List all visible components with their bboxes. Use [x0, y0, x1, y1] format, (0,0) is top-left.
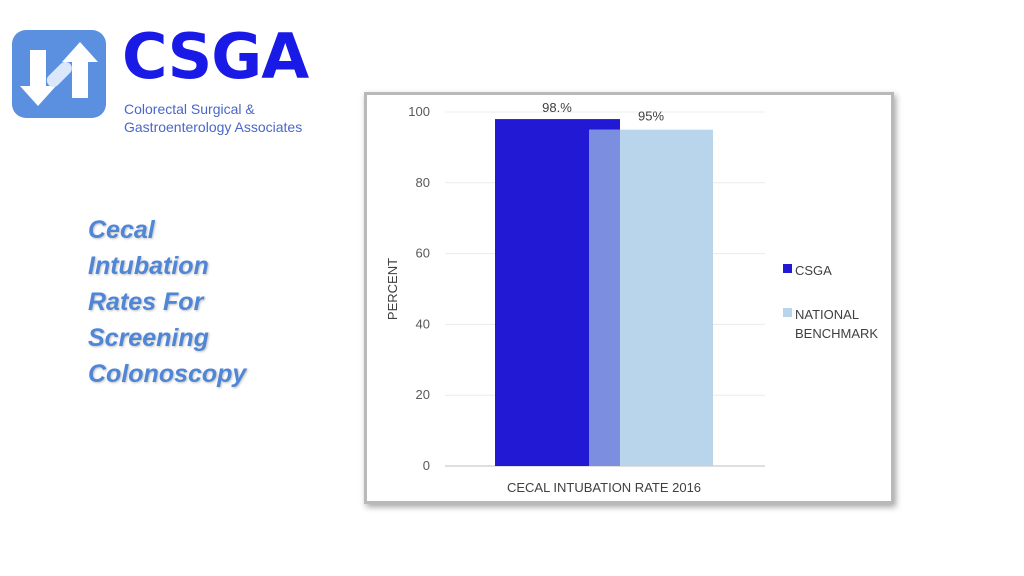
slide-title: Cecal Intubation Rates For Screening Col…: [88, 212, 328, 392]
slide-title-line-4: Screening: [88, 324, 209, 352]
y-axis-label: PERCENT: [385, 258, 400, 320]
y-tick-label: 80: [416, 175, 430, 190]
y-tick-label: 0: [423, 458, 430, 473]
x-axis-label: CECAL INTUBATION RATE 2016: [507, 480, 701, 495]
logo-wordmark: CSGA: [122, 20, 309, 93]
slide-title-line-2: Intubation: [88, 252, 209, 280]
legend-label-national-benchmark: NATIONAL BENCHMARK: [795, 307, 879, 341]
labels: 0 20 40 60 80 100 98.% 95% CECAL INTUBATION RATE…: [385, 100, 701, 495]
legend-label-csga: CSGA: [795, 263, 832, 278]
logo-arrow-down: [20, 50, 56, 106]
y-tick-label: 60: [416, 246, 430, 261]
legend-swatch-csga: [783, 264, 792, 273]
y-tick-label: 40: [416, 316, 430, 331]
slide-title-line-3: Rates For: [88, 288, 204, 316]
slide-title-line-1: Cecal: [88, 216, 155, 244]
logo-arrow-up: [62, 42, 98, 98]
y-tick-label: 100: [408, 104, 430, 119]
data-label: 98.%: [542, 100, 572, 115]
logo-subtitle: Colorectal Surgical & Gastroenterology A…: [124, 100, 302, 136]
y-tick-label: 20: [416, 387, 430, 402]
data-label: 95%: [638, 109, 664, 124]
csga-logo-icon: [12, 30, 106, 118]
csga-logo: CSGA Colorectal Surgical & Gastroenterol…: [10, 24, 320, 138]
slide-title-line-5: Colonoscopy: [88, 360, 247, 388]
logo-capsule: [46, 61, 72, 87]
logo-subtitle-line-1: Colorectal Surgical &: [124, 101, 255, 117]
chart-frame: 0 20 40 60 80 100 98.% 95% CECAL INTUBATION RATE…: [364, 92, 894, 504]
bars: [495, 119, 713, 466]
logo-subtitle-line-2: Gastroenterology Associates: [124, 119, 303, 135]
legend-swatch-national-benchmark: [783, 308, 792, 317]
bar-overlap-region: [589, 129, 620, 466]
